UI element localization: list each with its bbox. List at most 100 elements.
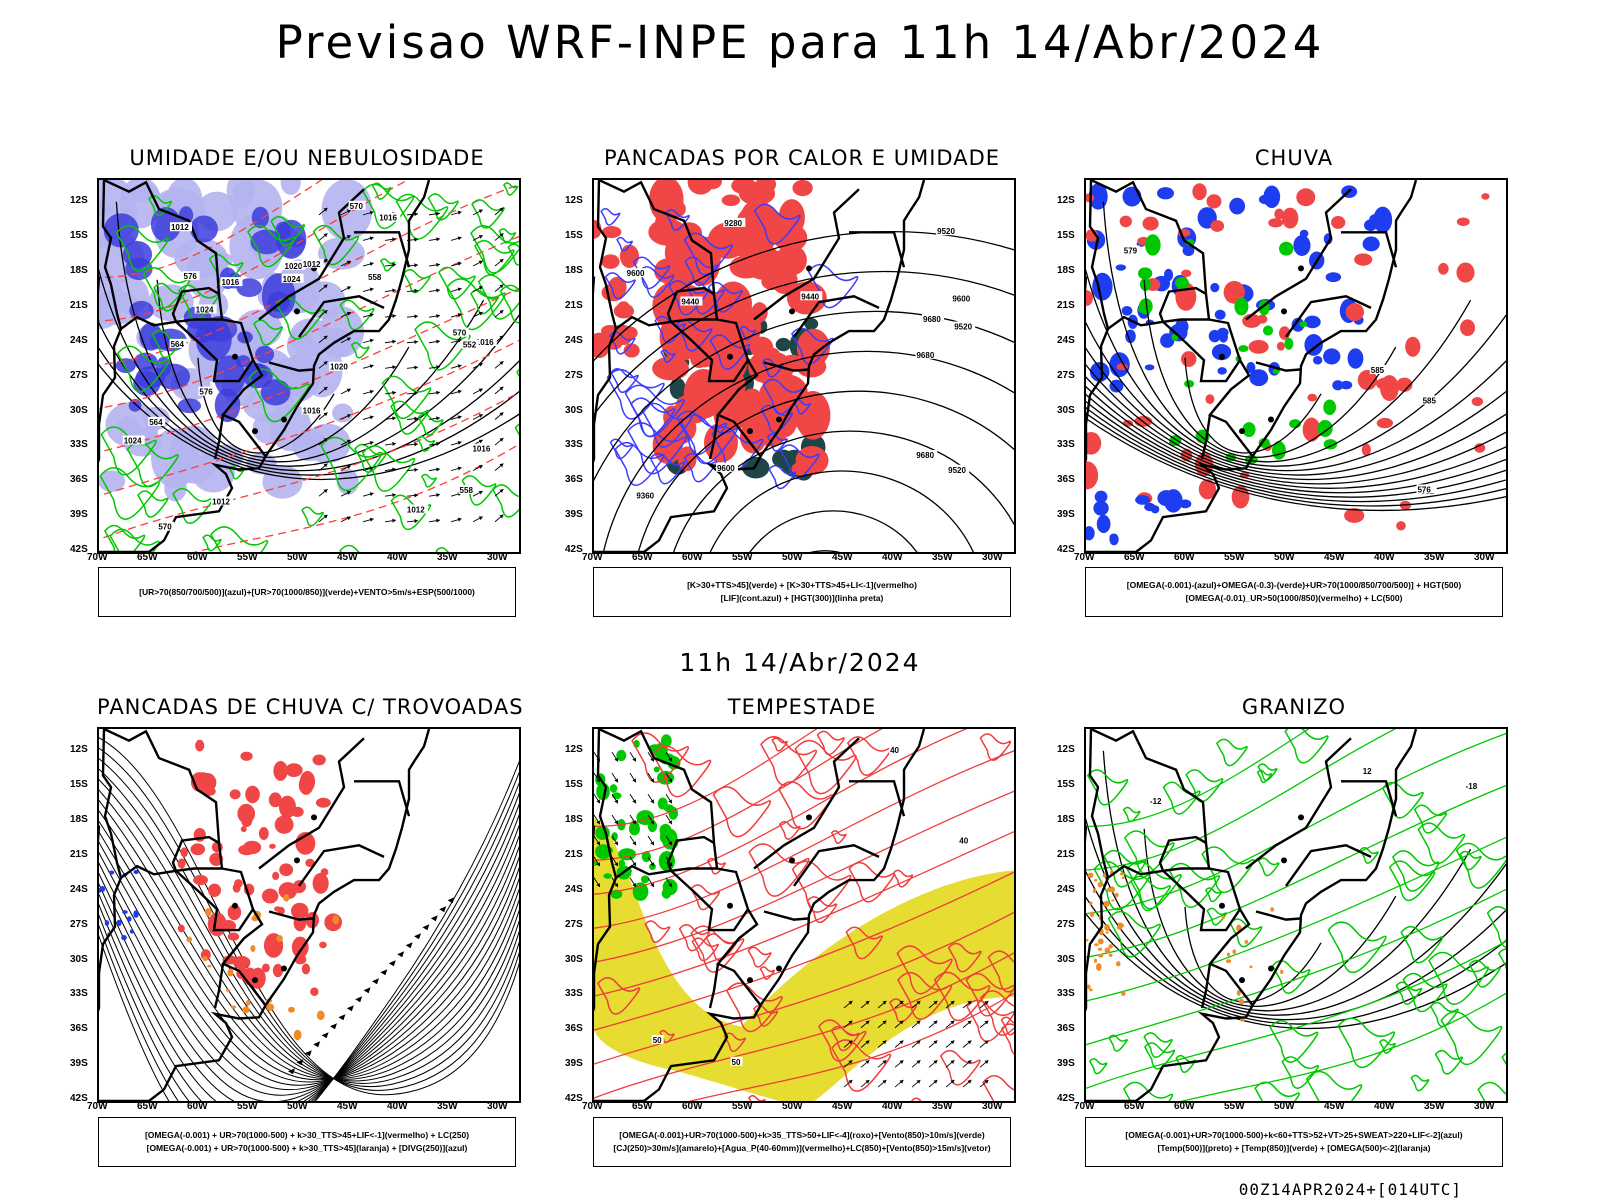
map-boundaries <box>594 180 926 552</box>
lat-tick-label: 39S <box>565 1058 583 1070</box>
legend-line: [Temp(500)](preto) + [Temp(850)](verde) … <box>1157 1143 1431 1153</box>
lon-tick-label: 70W <box>87 552 108 563</box>
lat-tick-label: 30S <box>70 953 88 965</box>
lat-tick-label: 42S <box>70 544 88 555</box>
contour-labels: 40 50 40 50 <box>651 744 971 1067</box>
lon-tick-label: 45W <box>832 552 853 563</box>
lat-tick-label: 12S <box>1057 195 1075 207</box>
lat-tick-label: 24S <box>565 334 583 346</box>
contour-label: 552 <box>463 341 477 350</box>
contour-label: 1020 <box>330 363 348 372</box>
omega500-orange-fill-east <box>1221 907 1284 1022</box>
vector-850-south <box>843 1000 989 1088</box>
legend-box: [OMEGA(-0.001)-(azul)+OMEGA(-0.3)-(verde… <box>1085 567 1503 617</box>
pressure-isolines <box>99 201 519 480</box>
lon-tick-label: 65W <box>632 552 653 563</box>
wind-vectors <box>318 207 504 524</box>
lat-tick-label: 33S <box>70 439 88 451</box>
lon-tick-label: 40W <box>1374 1101 1395 1112</box>
lon-tick-label: 60W <box>682 552 703 563</box>
temp500-isolines <box>1086 750 1506 1029</box>
map-canvas: 40 50 40 50 <box>594 729 1014 1101</box>
lon-tick-label: 45W <box>1324 552 1345 563</box>
contour-label: 570 <box>350 202 364 211</box>
contour-label: 9440 <box>681 298 699 307</box>
lat-tick-label: 27S <box>1057 369 1075 381</box>
lon-tick-label: 70W <box>582 552 603 563</box>
lat-tick-label: 36S <box>565 1023 583 1035</box>
lat-tick-label: 21S <box>70 848 88 860</box>
legend-line: [OMEGA(-0.001)+UR>70(1000-500)+k<60+TTS>… <box>1125 1130 1463 1140</box>
map-boundaries <box>99 180 431 552</box>
lat-tick-label: 27S <box>565 918 583 930</box>
lat-tick-label: 21S <box>1057 848 1075 860</box>
lat-tick-label: 33S <box>565 988 583 1000</box>
contour-label: 1012 <box>407 506 425 515</box>
contour-label: -12 <box>1150 797 1162 806</box>
contour-label: 1012 <box>171 223 189 232</box>
lon-tick-label: 50W <box>1274 1101 1295 1112</box>
contour-label: 1024 <box>283 275 301 284</box>
lat-tick-label: 42S <box>1057 1093 1075 1104</box>
lc850-isolines <box>594 729 1014 1101</box>
lon-tick-label: 70W <box>1074 1101 1095 1112</box>
contour-label: 564 <box>149 418 163 427</box>
legend-line: [K>30+TTS>45](verde) + [K>30+TTS>45+LI<-… <box>687 580 917 590</box>
lon-tick-label: 60W <box>1174 552 1195 563</box>
map-panel: 585585582579576 <box>1084 178 1508 554</box>
contour-label: 50 <box>653 1036 662 1045</box>
contour-labels: 585585582579576 <box>1122 245 1439 496</box>
lat-tick-label: 18S <box>565 814 583 825</box>
lat-tick-label: 39S <box>70 509 88 521</box>
lat-tick-label: 30S <box>565 404 583 416</box>
lat-tick-label: 15S <box>565 779 583 791</box>
legend-line: [OMEGA(-0.001)-(azul)+OMEGA(-0.3)-(verde… <box>1126 580 1462 590</box>
lat-tick-label: 30S <box>565 953 583 965</box>
panel-title: TEMPESTADE <box>727 695 877 719</box>
lon-tick-label: 60W <box>1174 1101 1195 1112</box>
lat-tick-label: 12S <box>565 195 583 207</box>
lat-tick-label: 36S <box>565 474 583 486</box>
lat-tick-label: 24S <box>1057 883 1075 895</box>
map-panel: 40 50 40 50 <box>592 727 1016 1103</box>
lat-tick-label: 24S <box>70 334 88 346</box>
lat-tick-label: 36S <box>1057 474 1075 486</box>
lat-tick-label: 24S <box>565 883 583 895</box>
lat-tick-label: 39S <box>565 509 583 521</box>
lat-tick-label: 18S <box>1057 814 1075 825</box>
contour-label: 9600 <box>952 295 970 304</box>
contour-label: 9680 <box>916 351 934 360</box>
lat-tick-label: 30S <box>1057 404 1075 416</box>
lon-tick-label: 70W <box>582 1101 603 1112</box>
footer-timestamp: 00Z14APR2024+[014UTC] <box>1238 1180 1462 1199</box>
contour-label: 40 <box>890 746 899 755</box>
contour-label: 9520 <box>954 322 972 331</box>
map-canvas <box>99 729 519 1101</box>
lat-tick-label: 33S <box>1057 439 1075 451</box>
lon-tick-label: 70W <box>1074 552 1095 563</box>
lon-tick-label: 40W <box>1374 552 1395 563</box>
panel-title: GRANIZO <box>1241 695 1347 719</box>
lat-tick-label: 18S <box>70 265 88 276</box>
contour-label: 9280 <box>724 219 742 228</box>
panel-title: PANCADAS POR CALOR E UMIDADE <box>603 146 1001 170</box>
lon-tick-label: 30W <box>487 552 508 563</box>
lon-tick-label: 55W <box>237 552 258 563</box>
map-panel: -18 -12 12 <box>1084 727 1508 1103</box>
lon-tick-label: 40W <box>387 1101 408 1112</box>
lon-tick-label: 50W <box>287 552 308 563</box>
contour-label: 12 <box>1363 767 1372 776</box>
panel-title: PANCADAS DE CHUVA C/ TROVOADAS <box>97 695 524 719</box>
lon-tick-label: 45W <box>337 552 358 563</box>
lon-tick-label: 55W <box>732 1101 753 1112</box>
lat-tick-label: 15S <box>565 230 583 242</box>
lon-tick-label: 30W <box>982 552 1003 563</box>
legend-line: [OMEGA(-0.01)_UR>50(1000/850)(vermelho) … <box>1185 593 1403 603</box>
lon-tick-label: 35W <box>437 552 458 563</box>
map-canvas: -18 -12 12 <box>1086 729 1506 1101</box>
water-contours <box>597 730 1014 1101</box>
contour-label: 9680 <box>923 315 941 324</box>
map-panel: 9680 9600 9520 9440 9360 9280 9680 9600 9520 9440… <box>592 178 1016 554</box>
contour-label: 1016 <box>379 214 397 223</box>
lon-tick-label: 45W <box>832 1101 853 1112</box>
